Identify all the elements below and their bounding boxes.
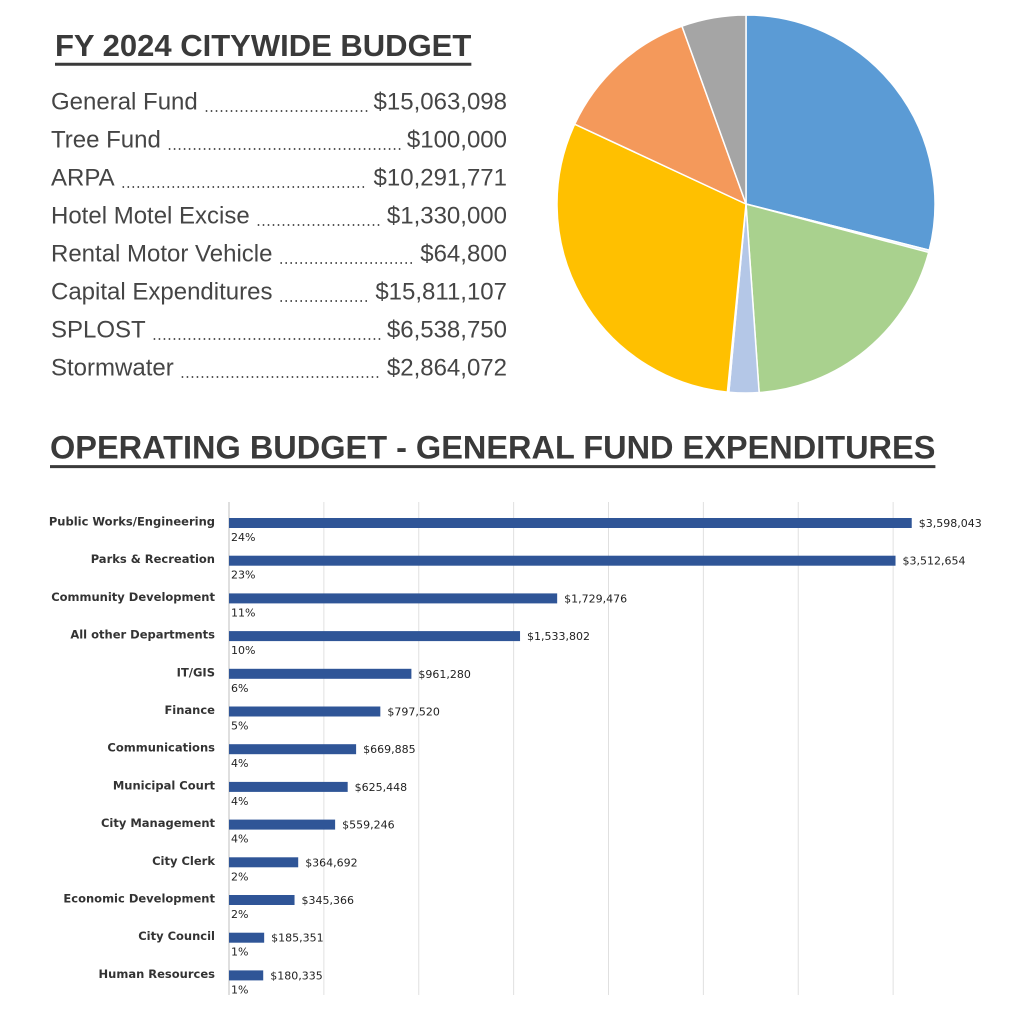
value-label: $1,533,802 — [527, 630, 590, 643]
bar — [229, 555, 896, 566]
percent-label: 1% — [231, 983, 248, 996]
value-label: $961,280 — [418, 668, 471, 681]
percent-label: 10% — [231, 644, 255, 657]
fund-label: ARPA — [51, 164, 115, 191]
bar — [229, 781, 348, 792]
fund-value: $15,811,107 — [375, 278, 507, 305]
value-label: $669,885 — [363, 743, 416, 756]
category-label: City Management — [101, 816, 216, 830]
chart-title: FY 2024 CITYWIDE BUDGET — [55, 28, 471, 63]
pie-slice — [573, 25, 748, 206]
fund-label: Rental Motor Vehicle — [51, 240, 272, 267]
bar — [229, 819, 336, 830]
category-label: Finance — [164, 703, 215, 717]
fund-label: Stormwater — [51, 354, 174, 381]
fund-label: SPLOST — [51, 316, 146, 343]
category-label: Public Works/Engineering — [49, 515, 215, 529]
value-label: $345,366 — [302, 894, 355, 907]
fund-value: $1,330,000 — [387, 202, 507, 229]
chart-title: OPERATING BUDGET - GENERAL FUND EXPENDIT… — [50, 430, 935, 466]
category-label: City Council — [138, 929, 215, 943]
value-label: $3,512,654 — [903, 555, 966, 568]
value-label: $364,692 — [305, 856, 358, 869]
fund-label: Capital Expenditures — [51, 278, 272, 305]
percent-label: 2% — [231, 908, 248, 921]
bar — [229, 857, 299, 868]
bar — [229, 932, 265, 943]
pie-slice — [745, 14, 936, 252]
fund-label: Hotel Motel Excise — [51, 202, 250, 229]
pie-slice — [681, 14, 747, 205]
category-label: Communications — [107, 741, 215, 755]
value-label: $559,246 — [342, 819, 395, 832]
fund-value: $6,538,750 — [387, 316, 507, 343]
fund-value: $2,864,072 — [387, 354, 507, 381]
percent-label: 4% — [231, 757, 248, 770]
fund-label: Tree Fund — [51, 126, 161, 153]
category-label: Economic Development — [63, 892, 215, 906]
bar — [229, 744, 357, 755]
bar — [229, 895, 295, 905]
percent-label: 11% — [231, 606, 255, 619]
pie-slice — [556, 123, 747, 393]
value-label: $3,598,043 — [919, 517, 982, 530]
bar — [229, 518, 912, 528]
category-label: Community Development — [51, 590, 215, 604]
percent-label: 4% — [231, 833, 248, 846]
pie-slice — [745, 203, 930, 394]
category-label: All other Departments — [70, 628, 215, 642]
category-label: Municipal Court — [113, 778, 216, 792]
fund-value: $15,063,098 — [374, 88, 507, 115]
percent-label: 23% — [231, 569, 255, 582]
percent-label: 6% — [231, 682, 248, 695]
value-label: $625,448 — [355, 781, 408, 794]
bar — [229, 970, 264, 981]
category-label: Human Resources — [99, 967, 216, 981]
value-label: $180,335 — [270, 969, 323, 982]
category-label: IT/GIS — [177, 665, 215, 679]
fund-value: $10,291,771 — [374, 164, 507, 191]
percent-label: 1% — [231, 946, 248, 959]
percent-label: 4% — [231, 795, 248, 808]
fund-value: $64,800 — [420, 240, 507, 267]
category-label: Parks & Recreation — [91, 552, 215, 566]
value-label: $1,729,476 — [564, 592, 627, 605]
bar — [229, 631, 521, 642]
percent-label: 24% — [231, 531, 255, 544]
bar — [229, 706, 381, 717]
category-label: City Clerk — [152, 854, 215, 868]
fund-label: General Fund — [51, 88, 198, 115]
percent-label: 5% — [231, 720, 248, 733]
bar — [229, 593, 558, 604]
percent-label: 2% — [231, 870, 248, 883]
bar — [229, 668, 412, 679]
value-label: $797,520 — [387, 706, 440, 719]
fund-value: $100,000 — [407, 126, 507, 153]
value-label: $185,351 — [271, 932, 324, 945]
